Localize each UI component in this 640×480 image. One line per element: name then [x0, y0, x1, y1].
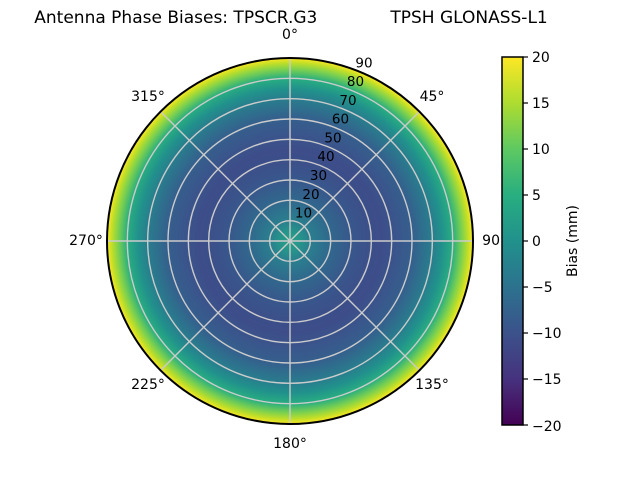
colorbar-ticks — [523, 56, 528, 426]
colorbar-tick-labels: 20 15 10 5 0 −5 −10 −15 −20 — [532, 50, 562, 435]
cb-label-n5: −5 — [532, 280, 553, 296]
theta-tick-labels: 0° 45° 90 135° 180° 225° 270° 315° — [69, 27, 500, 452]
plot-title-antenna: Antenna Phase Biases: TPSCR.G3 — [34, 8, 318, 28]
theta-label-135: 135° — [415, 377, 449, 393]
r-label-50: 50 — [324, 131, 341, 147]
theta-label-0: 0° — [282, 27, 298, 43]
theta-label-315: 315° — [131, 89, 165, 105]
theta-label-45: 45° — [420, 89, 445, 105]
r-label-20: 20 — [302, 187, 319, 203]
cb-label-10: 10 — [532, 142, 550, 158]
theta-label-180: 180° — [273, 436, 307, 452]
r-label-80: 80 — [347, 74, 364, 90]
cb-label-n15: −15 — [532, 372, 562, 388]
r-label-70: 70 — [339, 93, 356, 109]
r-label-30: 30 — [310, 168, 327, 184]
r-label-60: 60 — [332, 112, 349, 128]
polar-axes-outline — [106, 57, 474, 425]
cb-label-n10: −10 — [532, 326, 562, 342]
r-label-90: 90 — [355, 55, 372, 71]
theta-label-90: 90 — [482, 233, 500, 249]
cb-label-20: 20 — [532, 50, 550, 66]
plot-title-signal: TPSH GLONASS-L1 — [390, 8, 548, 28]
r-label-10: 10 — [295, 206, 312, 222]
plot-title: Antenna Phase Biases: TPSCR.G3 TPSH GLON… — [0, 8, 582, 28]
colorbar-gradient — [501, 56, 524, 426]
theta-label-225: 225° — [131, 377, 165, 393]
cb-label-n20: −20 — [532, 419, 562, 435]
radial-tick-labels: 10 20 30 40 50 60 70 80 90 — [295, 55, 373, 221]
r-label-40: 40 — [317, 149, 334, 165]
cb-label-5: 5 — [532, 188, 541, 204]
cb-label-0: 0 — [532, 234, 541, 250]
colorbar: 20 15 10 5 0 −5 −10 −15 −20 Bias (mm) — [501, 50, 581, 435]
cb-label-15: 15 — [532, 96, 550, 112]
angular-gridlines — [107, 58, 473, 424]
theta-label-270: 270° — [69, 233, 103, 249]
colorbar-axis-label: Bias (mm) — [565, 205, 581, 277]
